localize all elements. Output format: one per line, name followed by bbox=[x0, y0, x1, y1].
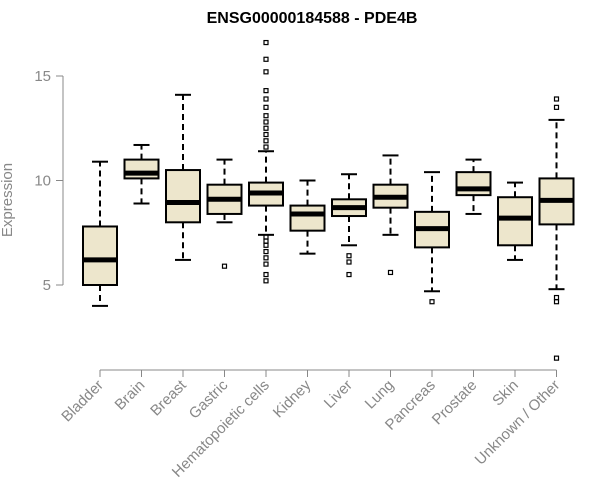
outlier-point bbox=[263, 125, 269, 131]
x-tick-label: Kidney bbox=[270, 376, 315, 421]
box-breast bbox=[165, 93, 201, 261]
box-prostate bbox=[455, 158, 492, 215]
outlier-point bbox=[553, 355, 560, 361]
y-tick-label: 10 bbox=[34, 173, 51, 190]
outlier-point bbox=[263, 261, 269, 267]
outlier-point bbox=[263, 88, 269, 94]
box-hematopoietic-cells bbox=[248, 39, 284, 284]
outlier-point bbox=[263, 119, 269, 125]
boxes-group bbox=[82, 39, 575, 361]
box-lung bbox=[372, 154, 409, 276]
chart-title: ENSG00000184588 - PDE4B bbox=[207, 10, 418, 27]
x-tick-label: Skin bbox=[489, 377, 522, 410]
outlier-point bbox=[263, 278, 269, 284]
outlier-point bbox=[553, 299, 560, 305]
box-rect bbox=[289, 204, 326, 232]
outlier-point bbox=[263, 104, 269, 110]
y-axis-label: Expression bbox=[0, 163, 16, 237]
outlier-point bbox=[263, 56, 269, 62]
outlier-point bbox=[221, 263, 228, 269]
outlier-point bbox=[346, 271, 352, 278]
outlier-point bbox=[263, 248, 269, 255]
box-rect bbox=[82, 225, 118, 286]
outlier-point bbox=[263, 144, 269, 150]
x-tick-label: Bladder bbox=[58, 377, 107, 426]
outlier-point bbox=[346, 259, 352, 265]
box-skin bbox=[497, 181, 533, 261]
box-rect bbox=[497, 196, 533, 247]
box-bladder bbox=[82, 160, 118, 307]
box-rect bbox=[455, 171, 492, 197]
outlier-point bbox=[263, 238, 269, 244]
x-tick-label: Brain bbox=[112, 377, 149, 414]
y-tick-label: 5 bbox=[43, 277, 51, 294]
x-tick-label: Prostate bbox=[429, 377, 481, 429]
box-rect bbox=[165, 169, 201, 224]
x-tick-label: Lung bbox=[362, 377, 398, 413]
outlier-point bbox=[263, 242, 269, 248]
outlier-point bbox=[263, 131, 269, 138]
outlier-point bbox=[553, 294, 560, 301]
outlier-point bbox=[263, 69, 269, 75]
box-unknown-other bbox=[538, 96, 575, 361]
outlier-point bbox=[263, 113, 269, 119]
outlier-point bbox=[429, 299, 435, 305]
outlier-point bbox=[553, 104, 560, 110]
box-liver bbox=[331, 173, 367, 278]
outlier-point bbox=[553, 96, 560, 102]
box-gastric bbox=[206, 158, 243, 269]
outlier-point bbox=[346, 253, 352, 259]
x-tick-label: Breast bbox=[147, 376, 190, 419]
outlier-point bbox=[263, 271, 269, 278]
box-kidney bbox=[289, 179, 326, 255]
outlier-point bbox=[263, 255, 269, 261]
x-tick-label: Liver bbox=[321, 377, 356, 412]
outlier-point bbox=[387, 269, 394, 276]
outlier-point bbox=[263, 39, 269, 46]
outlier-point bbox=[263, 138, 269, 144]
box-brain bbox=[123, 143, 160, 205]
y-tick-label: 15 bbox=[34, 68, 51, 85]
box-pancreas bbox=[414, 171, 450, 305]
outlier-point bbox=[263, 234, 269, 240]
outlier-point bbox=[263, 96, 269, 102]
